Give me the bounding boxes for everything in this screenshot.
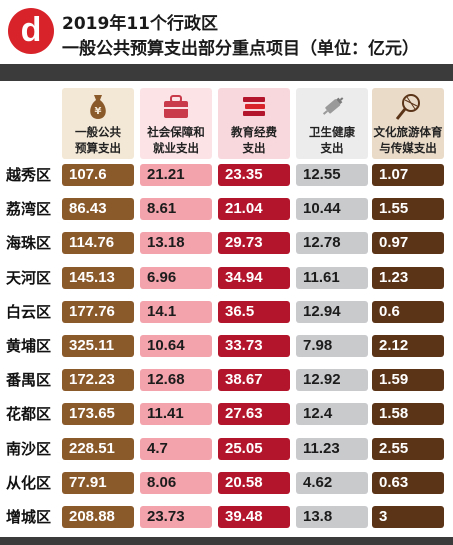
district-label: 番禺区	[6, 371, 52, 390]
district-label: 越秀区	[6, 166, 52, 184]
value-cell: 12.94	[296, 300, 368, 323]
value-cell: 8.61	[140, 198, 212, 221]
district-label: 增城区	[6, 508, 52, 526]
bottom-divider-bar	[0, 537, 453, 545]
value-cell: 4.62	[296, 471, 368, 494]
value-cell: 12.68	[140, 369, 212, 392]
value-cell: 11.23	[296, 437, 368, 460]
value-cell: 107.6	[62, 164, 134, 186]
column-header-label: 卫生健康 支出	[309, 125, 355, 155]
district-label: 天河区	[6, 268, 52, 287]
value-cell: 172.23	[62, 369, 134, 392]
district-label: 花都区	[6, 405, 52, 424]
value-cell: 13.8	[296, 506, 368, 528]
brand-logo: d	[8, 8, 54, 54]
value-cell: 21.04	[218, 198, 290, 221]
chart-title-line-2: 一般公共预算支出部分重点项目（单位：亿元）	[62, 39, 419, 59]
district-label: 白云区	[6, 302, 52, 321]
value-cell: 114.76	[62, 232, 134, 255]
value-cell: 11.41	[140, 403, 212, 426]
column-header-label: 社会保障和 就业支出	[147, 125, 205, 155]
district-label: 南沙区	[6, 439, 52, 458]
value-cell: 0.6	[372, 300, 444, 323]
value-cell: 173.65	[62, 403, 134, 426]
column-header-label: 教育经费 支出	[231, 125, 277, 155]
column-header-5: 文化旅游体育 与传媒支出	[372, 88, 444, 159]
value-cell: 33.73	[218, 335, 290, 357]
chart-title-line-1: 2019年11个行政区	[62, 14, 218, 34]
value-cell: 0.63	[372, 471, 444, 494]
value-cell: 10.44	[296, 198, 368, 221]
syringe-icon	[296, 92, 368, 122]
value-cell: 23.35	[218, 164, 290, 186]
value-cell: 77.91	[62, 471, 134, 494]
value-cell: 23.73	[140, 506, 212, 528]
district-label: 从化区	[6, 473, 52, 492]
value-cell: 1.07	[372, 164, 444, 186]
top-divider-bar	[0, 64, 453, 81]
column-header-label: 一般公共 预算支出	[75, 125, 121, 155]
value-cell: 86.43	[62, 198, 134, 221]
value-cell: 4.7	[140, 437, 212, 460]
value-cell: 145.13	[62, 266, 134, 289]
value-cell: 12.55	[296, 164, 368, 186]
value-cell: 1.55	[372, 198, 444, 221]
value-cell: 7.98	[296, 335, 368, 357]
value-cell: 25.05	[218, 437, 290, 460]
column-header-3: 教育经费 支出	[218, 88, 290, 159]
district-label: 荔湾区	[6, 200, 52, 219]
briefcase-icon	[140, 92, 212, 122]
value-cell: 39.48	[218, 506, 290, 528]
value-cell: 11.61	[296, 266, 368, 289]
value-cell: 12.4	[296, 403, 368, 426]
value-cell: 10.64	[140, 335, 212, 357]
value-cell: 36.5	[218, 300, 290, 323]
value-cell: 3	[372, 506, 444, 528]
value-cell: 228.51	[62, 437, 134, 460]
header: d 2019年11个行政区 一般公共预算支出部分重点项目（单位：亿元）	[0, 0, 453, 62]
value-cell: 1.58	[372, 403, 444, 426]
value-cell: 34.94	[218, 266, 290, 289]
value-cell: 20.58	[218, 471, 290, 494]
value-cell: 8.06	[140, 471, 212, 494]
district-label: 黄埔区	[6, 337, 52, 355]
value-cell: 12.92	[296, 369, 368, 392]
column-header-2: 社会保障和 就业支出	[140, 88, 212, 159]
value-cell: 14.1	[140, 300, 212, 323]
column-header-1: ¥ 一般公共 预算支出	[62, 88, 134, 159]
value-cell: 12.78	[296, 232, 368, 255]
value-cell: 21.21	[140, 164, 212, 186]
books-icon	[218, 92, 290, 122]
value-cell: 208.88	[62, 506, 134, 528]
column-header-label: 文化旅游体育 与传媒支出	[373, 125, 443, 155]
district-label: 海珠区	[6, 234, 52, 253]
value-cell: 27.63	[218, 403, 290, 426]
money-bag-icon: ¥	[62, 92, 134, 122]
value-cell: 177.76	[62, 300, 134, 323]
value-cell: 2.55	[372, 437, 444, 460]
value-cell: 6.96	[140, 266, 212, 289]
column-header-4: 卫生健康 支出	[296, 88, 368, 159]
value-cell: 1.23	[372, 266, 444, 289]
value-cell: 2.12	[372, 335, 444, 357]
value-cell: 325.11	[62, 335, 134, 357]
value-cell: 0.97	[372, 232, 444, 255]
value-cell: 29.73	[218, 232, 290, 255]
svg-text:¥: ¥	[95, 106, 102, 117]
racket-icon	[372, 92, 444, 122]
value-cell: 13.18	[140, 232, 212, 255]
value-cell: 38.67	[218, 369, 290, 392]
value-cell: 1.59	[372, 369, 444, 392]
